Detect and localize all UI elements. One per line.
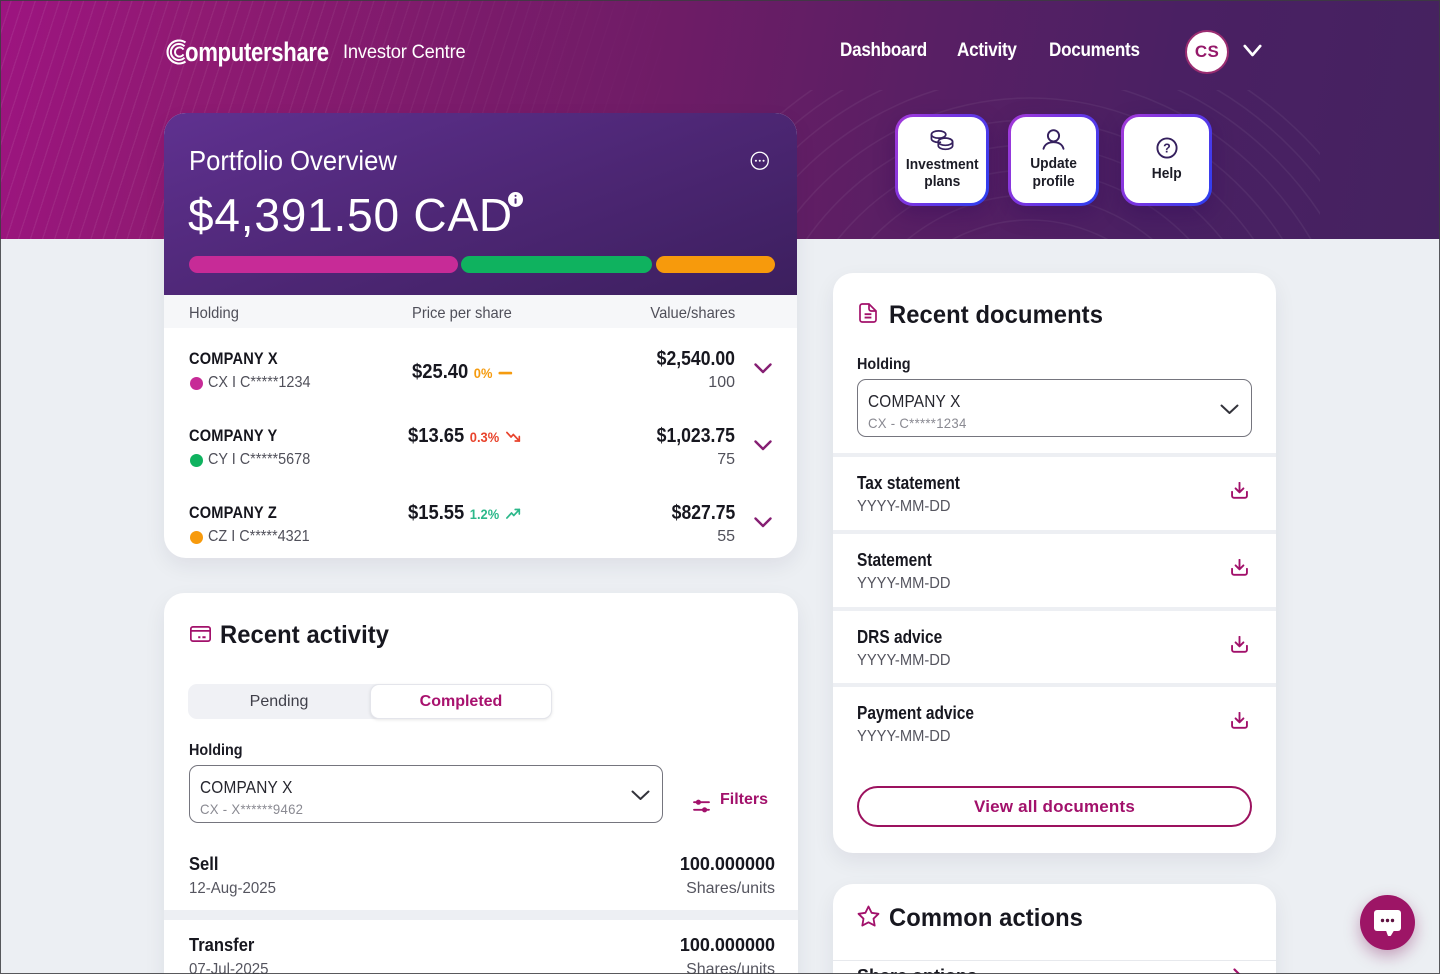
svg-text:?: ? — [1163, 142, 1171, 156]
